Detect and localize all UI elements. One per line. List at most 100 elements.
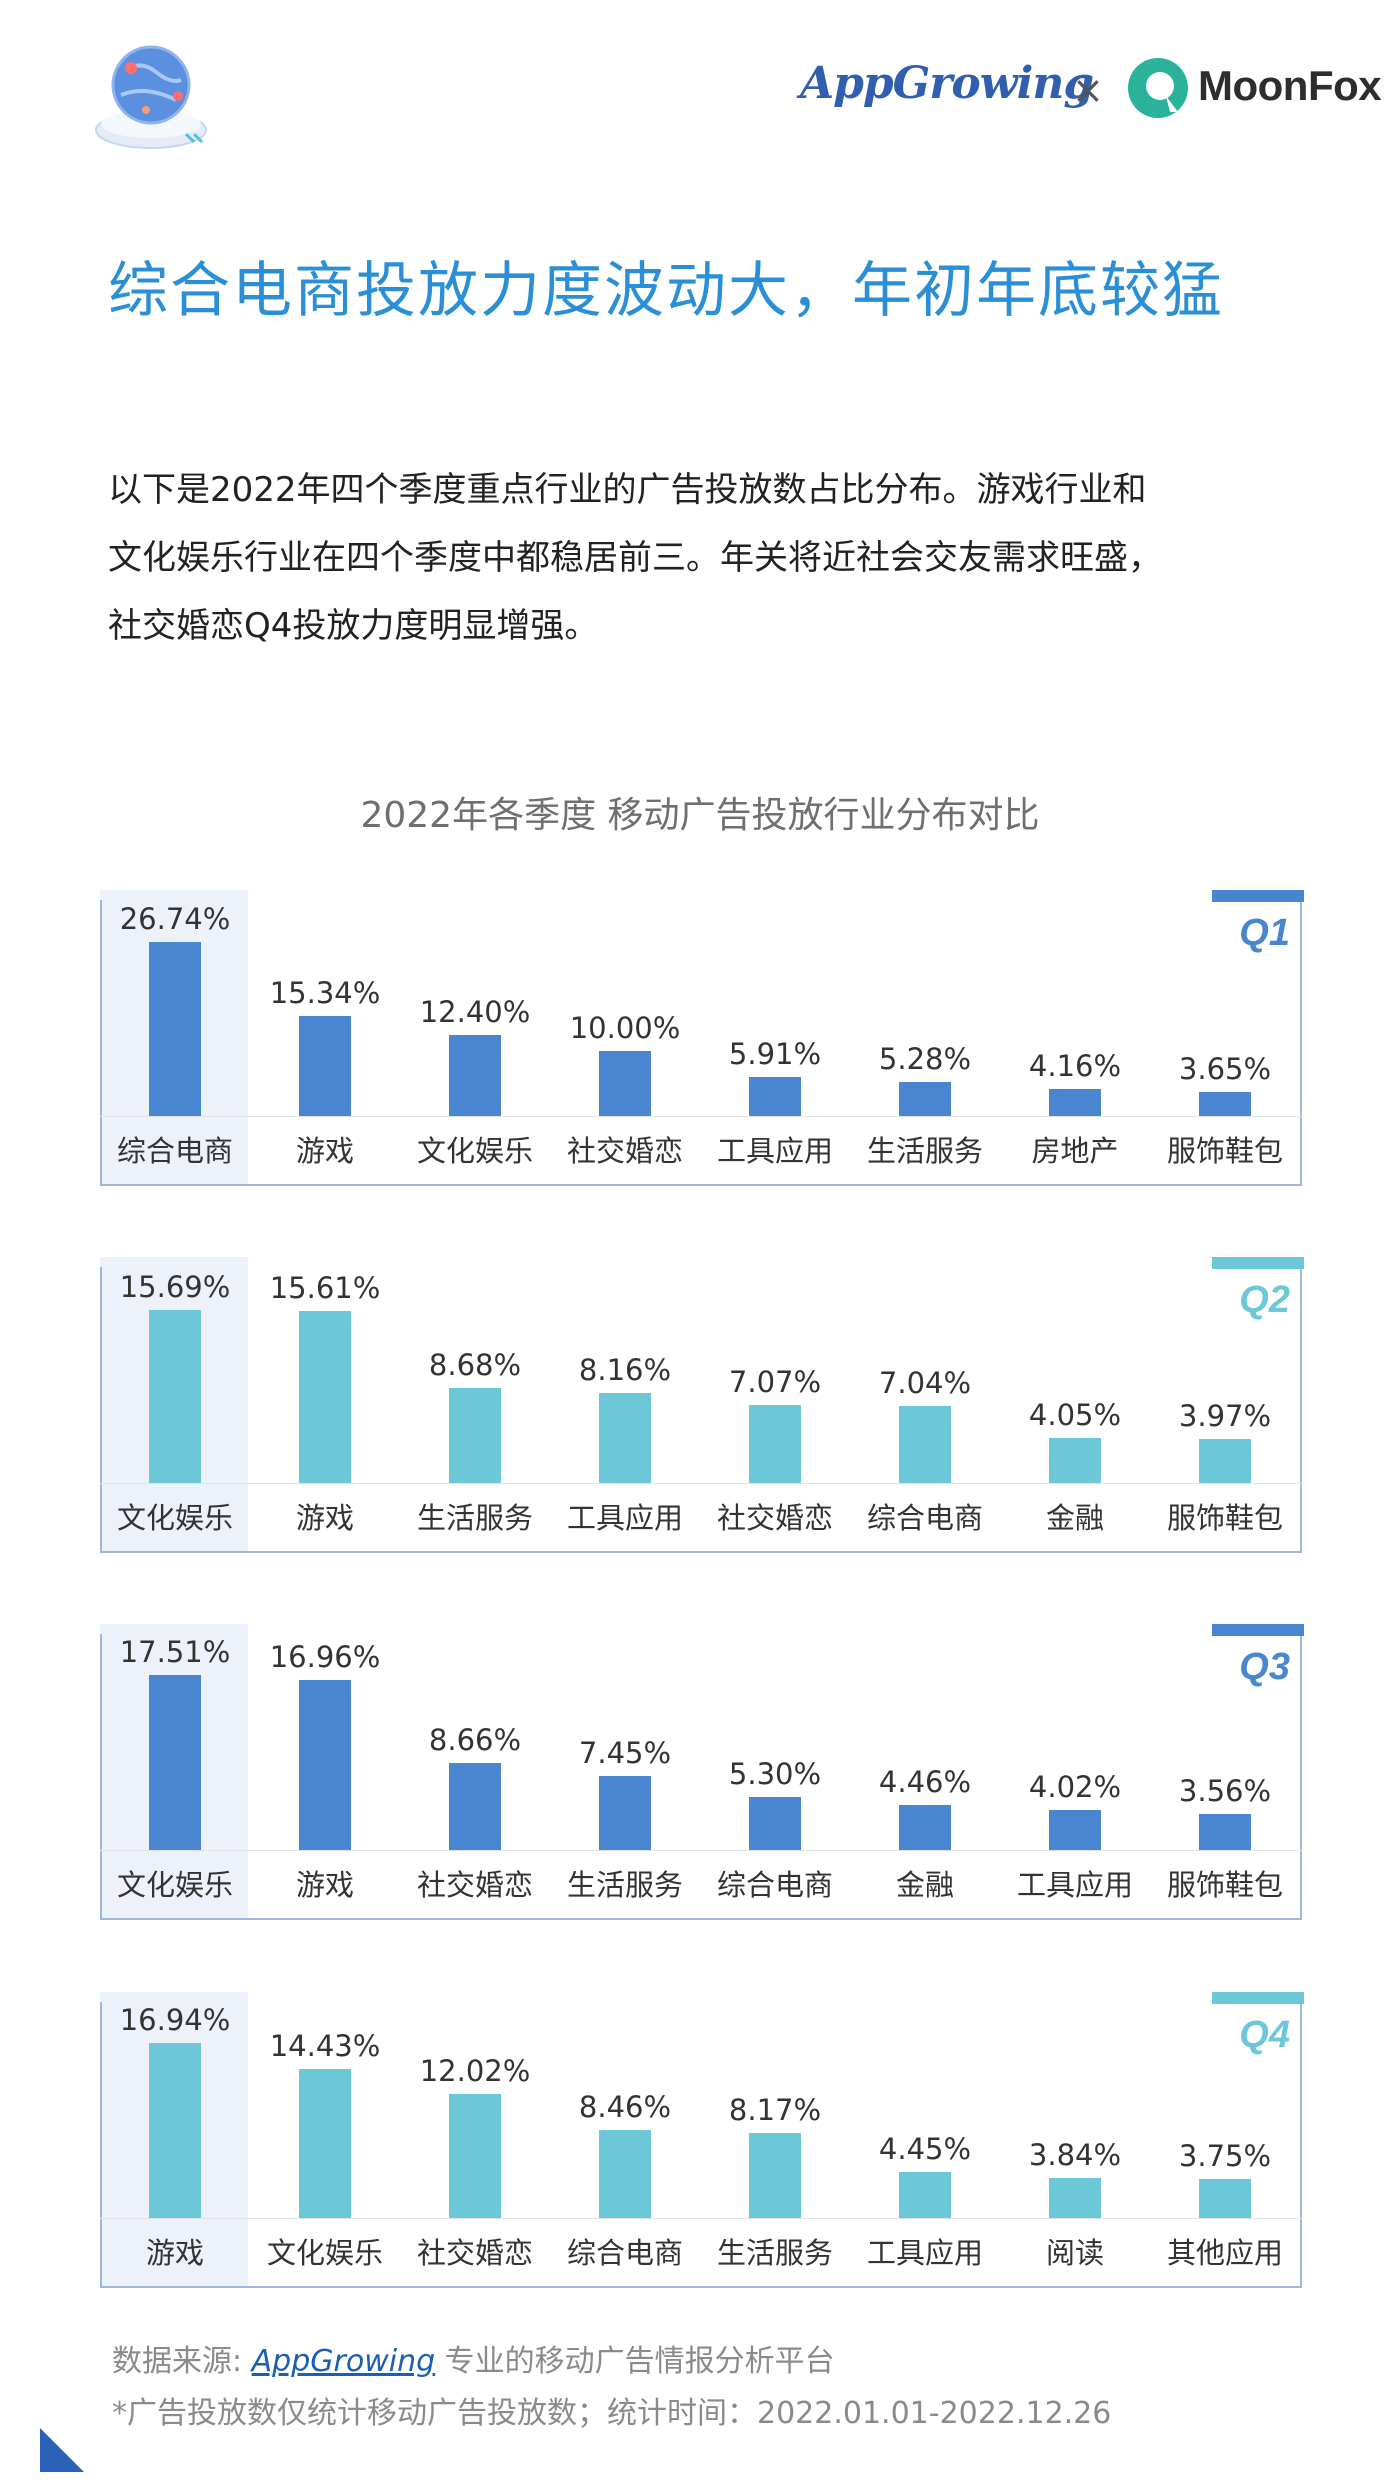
category-label: 金融 bbox=[895, 1868, 954, 1902]
bar bbox=[1199, 2179, 1251, 2218]
bar bbox=[749, 1077, 801, 1116]
data-label: 7.04% bbox=[878, 1365, 972, 1400]
category-label: 工具应用 bbox=[1016, 1868, 1133, 1902]
category-label: 综合电商 bbox=[866, 1501, 983, 1535]
appgrowing-logo: AppGrowing bbox=[800, 58, 1094, 109]
bar bbox=[449, 1387, 501, 1483]
category-label: 文化娱乐 bbox=[116, 1501, 233, 1535]
bar bbox=[149, 2042, 201, 2218]
source-link[interactable]: AppGrowing bbox=[251, 2344, 436, 2379]
data-label: 26.74% bbox=[119, 901, 231, 936]
category-label: 文化娱乐 bbox=[266, 2236, 383, 2270]
category-label: 阅读 bbox=[1045, 2236, 1104, 2270]
data-label: 12.02% bbox=[419, 2053, 531, 2088]
bar bbox=[899, 1805, 951, 1850]
data-label: 15.61% bbox=[269, 1271, 381, 1306]
category-label: 服饰鞋包 bbox=[1166, 1134, 1283, 1168]
category-label: 综合电商 bbox=[116, 1134, 233, 1168]
chart-title: 2022年各季度 移动广告投放行业分布对比 bbox=[360, 795, 1040, 836]
panel-frame bbox=[100, 1267, 1302, 1553]
panel-baseline bbox=[100, 2218, 1302, 2219]
intro-line-1: 以下是2022年四个季度重点行业的广告投放数占比分布。游戏行业和 bbox=[108, 470, 1147, 510]
bar bbox=[449, 1035, 501, 1116]
data-label: 12.40% bbox=[419, 995, 531, 1030]
category-label: 生活服务 bbox=[866, 1134, 983, 1168]
data-label: 16.96% bbox=[269, 1640, 381, 1675]
quarter-badge: Q1 bbox=[1239, 912, 1290, 954]
panel-baseline bbox=[100, 1850, 1302, 1851]
data-label: 8.17% bbox=[728, 2093, 822, 2128]
intro-line-2: 文化娱乐行业在四个季度中都稳居前三。年关将近社会交友需求旺盛， bbox=[108, 538, 1162, 578]
data-label: 8.46% bbox=[578, 2090, 672, 2125]
bar bbox=[599, 1393, 651, 1483]
quarter-badge-bar bbox=[1212, 890, 1304, 902]
moonfox-logo: MoonFox bbox=[1198, 62, 1382, 109]
bar bbox=[899, 1405, 951, 1483]
quarter-badge-bar bbox=[1212, 1624, 1304, 1636]
bar bbox=[1049, 1809, 1101, 1850]
category-label: 生活服务 bbox=[416, 1501, 533, 1535]
data-label: 14.43% bbox=[269, 2028, 381, 2063]
collab-separator: × bbox=[1072, 68, 1104, 112]
bar bbox=[899, 1081, 951, 1116]
data-label: 3.56% bbox=[1178, 1774, 1272, 1809]
data-label: 15.69% bbox=[119, 1270, 231, 1305]
quarter-badge-bar bbox=[1212, 1992, 1304, 2004]
bar bbox=[1049, 1088, 1101, 1116]
data-label: 4.02% bbox=[1028, 1769, 1122, 1804]
bar bbox=[599, 1775, 651, 1850]
category-label: 游戏 bbox=[295, 1868, 354, 1902]
bar bbox=[149, 941, 201, 1116]
category-label: 社交婚恋 bbox=[416, 1868, 533, 1902]
category-label: 其他应用 bbox=[1166, 2236, 1283, 2270]
category-label: 综合电商 bbox=[716, 1868, 833, 1902]
category-label: 工具应用 bbox=[566, 1501, 683, 1535]
category-label: 游戏 bbox=[145, 2236, 204, 2270]
bar bbox=[899, 2171, 951, 2218]
data-label: 3.75% bbox=[1178, 2139, 1272, 2174]
data-source: 数据来源: AppGrowing 专业的移动广告情报分析平台 bbox=[112, 2336, 835, 2380]
bar bbox=[599, 2130, 651, 2218]
bar bbox=[749, 2133, 801, 2218]
data-label: 5.30% bbox=[728, 1757, 822, 1791]
data-label: 8.68% bbox=[428, 1347, 522, 1382]
data-label: 8.16% bbox=[578, 1353, 672, 1388]
bar bbox=[299, 1680, 351, 1850]
data-label: 4.45% bbox=[878, 2131, 972, 2166]
bar bbox=[1199, 1092, 1251, 1116]
bar bbox=[1199, 1814, 1251, 1850]
corner-triangle-icon bbox=[40, 2428, 84, 2472]
data-label: 8.66% bbox=[428, 1723, 522, 1758]
globe-logo-icon bbox=[95, 45, 207, 149]
category-label: 金融 bbox=[1045, 1501, 1104, 1535]
data-label: 4.05% bbox=[1028, 1398, 1122, 1433]
quarter-badge: Q4 bbox=[1239, 2014, 1290, 2056]
category-label: 工具应用 bbox=[716, 1134, 833, 1168]
data-label: 4.16% bbox=[1028, 1048, 1122, 1083]
page-title: 综合电商投放力度波动大，年初年底较猛 bbox=[108, 256, 1224, 326]
panel-baseline bbox=[100, 1483, 1302, 1484]
bar bbox=[449, 2093, 501, 2218]
quarter-badge-bar bbox=[1212, 1257, 1304, 1269]
data-label: 17.51% bbox=[119, 1634, 231, 1669]
bar bbox=[749, 1797, 801, 1850]
chart-panel-q4: Q4 16.94% 游戏 14.43% 文化娱乐 12.02% 社交婚恋 8.46% 综合电商 8… bbox=[100, 1992, 1304, 2290]
data-label: 15.34% bbox=[269, 976, 381, 1010]
bar bbox=[299, 1311, 351, 1483]
data-label: 10.00% bbox=[569, 1010, 681, 1045]
data-label: 16.94% bbox=[119, 2002, 231, 2037]
quarter-badge: Q3 bbox=[1239, 1646, 1290, 1688]
bar bbox=[1049, 2178, 1101, 2218]
quarter-badge: Q2 bbox=[1239, 1279, 1290, 1321]
panel-frame bbox=[100, 900, 1302, 1186]
bar bbox=[299, 1016, 351, 1116]
category-label: 社交婚恋 bbox=[416, 2236, 533, 2270]
chart-panel-q1: Q1 26.74% 综合电商 15.34% 游戏 12.40% 文化娱乐 10.00% 社交婚恋… bbox=[100, 890, 1304, 1188]
chart-panel-q3: Q3 17.51% 文化娱乐 16.96% 游戏 8.66% 社交婚恋 7.45% 生活服务 5.… bbox=[100, 1624, 1304, 1922]
bar bbox=[449, 1763, 501, 1850]
category-label: 游戏 bbox=[295, 1501, 354, 1535]
category-label: 房地产 bbox=[1031, 1134, 1119, 1168]
data-label: 5.91% bbox=[728, 1037, 822, 1072]
intro-line-3: 社交婚恋Q4投放力度明显增强。 bbox=[108, 606, 599, 646]
data-label: 3.97% bbox=[1178, 1399, 1272, 1434]
